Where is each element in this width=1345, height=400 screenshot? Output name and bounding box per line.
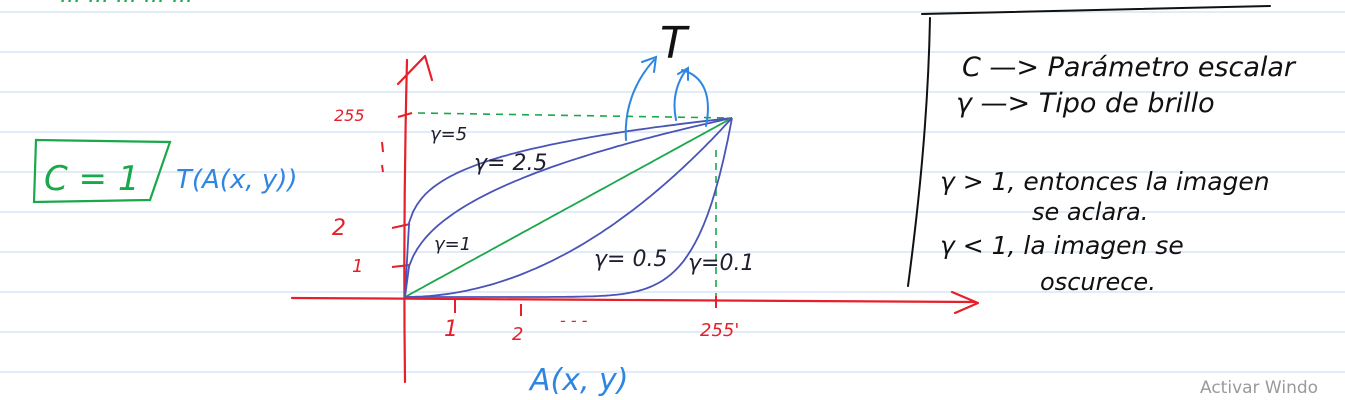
input-label: A(x, y) <box>528 363 629 398</box>
note-line-1: C —> Parámetro escalar <box>962 52 1297 83</box>
gamma-curve <box>405 117 733 298</box>
activate-windows-watermark: Activar Windo <box>1200 378 1319 398</box>
y-tick-255 <box>397 112 413 118</box>
x-tick-label-255: 255' <box>700 320 739 341</box>
note-line-3b: se aclara. <box>1032 198 1148 226</box>
gamma-curve <box>404 117 733 298</box>
function-label: T(A(x, y)) <box>176 165 298 195</box>
x-tick-label-1: 1 <box>444 317 458 342</box>
x-tick-label-dots: - - - <box>560 311 588 330</box>
note-line-2: γ —> Tipo de brillo <box>956 88 1215 119</box>
c-box-text: C = 1 <box>44 159 139 199</box>
output-label: T <box>660 18 690 69</box>
note-line-4a: γ < 1, la imagen se <box>940 231 1184 260</box>
note-line-4b: oscurece. <box>1040 268 1156 296</box>
curve-label-gamma-0-5: γ= 0.5 <box>594 247 667 272</box>
y-tick-2 <box>391 223 411 229</box>
curve-label-gamma-1: γ=1 <box>434 234 471 255</box>
curve-label-gamma-5: γ=5 <box>430 124 467 145</box>
y-tick-label-1: 1 <box>352 256 363 277</box>
x-axis <box>290 290 980 315</box>
y-tick-label-255: 255 <box>334 106 365 125</box>
y-tick-label-2: 2 <box>332 216 346 241</box>
gamma-curve <box>404 117 733 298</box>
gamma-curve <box>404 117 733 298</box>
note-line-3a: γ > 1, entonces la imagen <box>940 167 1270 196</box>
notes-frame <box>907 5 1271 287</box>
y-tick-dots <box>381 141 384 173</box>
curve-label-gamma-0-1: γ=0.1 <box>688 251 754 276</box>
guide-horizontal <box>417 112 731 119</box>
gamma-curve <box>405 117 733 298</box>
curve-label-gamma-2-5: γ= 2.5 <box>474 151 547 176</box>
x-tick-label-2: 2 <box>512 324 523 345</box>
up-arrows <box>624 55 709 141</box>
gamma-curves <box>404 117 733 298</box>
top-cut-text: ... ... ... ... ... <box>60 0 193 8</box>
y-axis <box>396 54 434 384</box>
ruled-lines <box>0 11 1345 373</box>
c-box-frame <box>32 138 172 204</box>
